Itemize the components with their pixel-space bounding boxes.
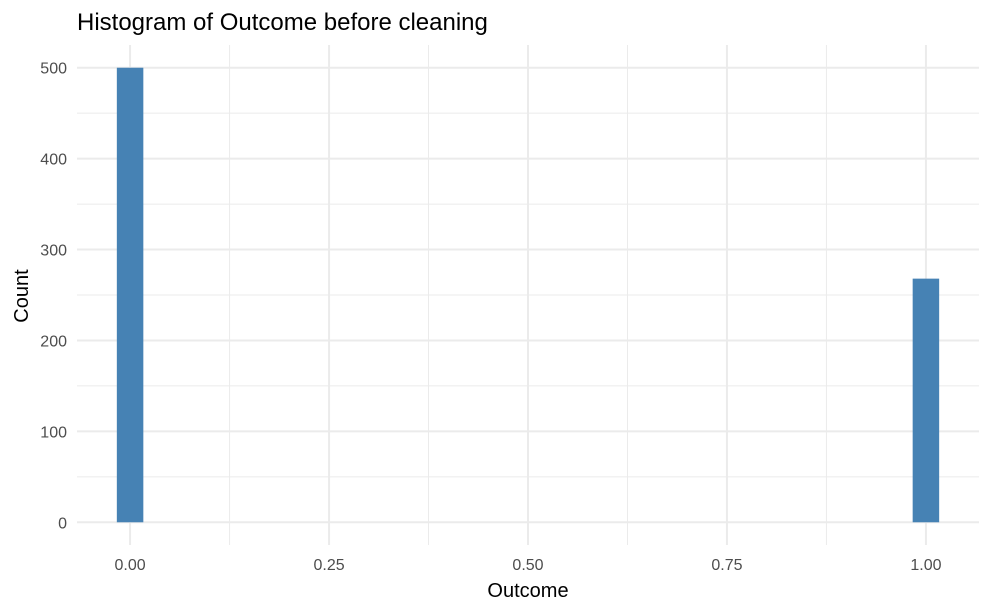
x-tick-label: 0.50 (512, 557, 543, 574)
y-tick-label: 400 (40, 152, 67, 169)
bars (116, 67, 940, 523)
y-tick-label: 0 (58, 515, 67, 532)
x-tick-labels: 0.00 0.25 0.50 0.75 1.00 (115, 557, 942, 574)
histogram-bar (116, 67, 144, 523)
x-tick-label: 1.00 (910, 557, 941, 574)
x-tick-label: 0.75 (711, 557, 742, 574)
y-axis-title: Count (11, 269, 33, 323)
chart-title: Histogram of Outcome before cleaning (77, 9, 488, 36)
y-tick-labels: 0 100 200 300 400 500 (40, 61, 67, 533)
y-tick-label: 200 (40, 333, 67, 350)
x-tick-label: 0.25 (313, 557, 344, 574)
y-tick-label: 500 (40, 61, 67, 78)
grid-lines (77, 45, 979, 545)
y-tick-label: 300 (40, 243, 67, 260)
x-axis-title: Outcome (487, 580, 568, 602)
x-tick-label: 0.00 (115, 557, 146, 574)
histogram-bar (912, 278, 940, 523)
y-tick-label: 100 (40, 424, 67, 441)
